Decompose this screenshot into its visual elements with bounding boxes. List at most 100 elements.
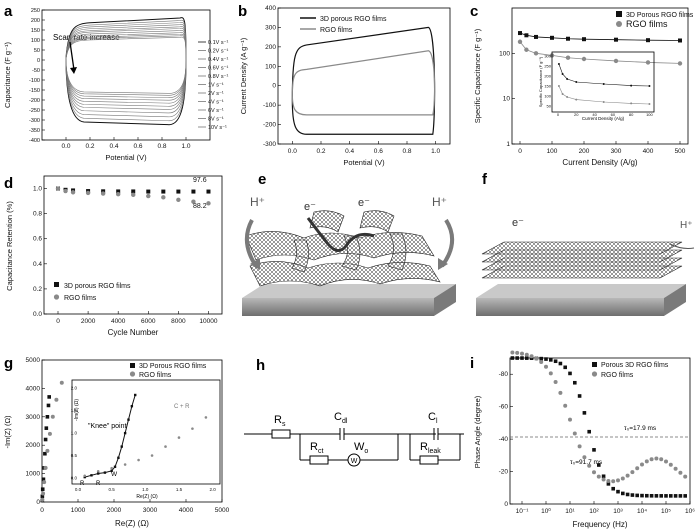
- data-point-i: [573, 380, 577, 385]
- x-tick-label-g: 0: [40, 507, 44, 514]
- data-point-g: [59, 380, 64, 385]
- data-point-d: [101, 189, 106, 194]
- ion-arrow-right: [440, 218, 454, 268]
- legend-entry-a: 8V s⁻¹: [208, 117, 224, 123]
- y-axis-label-i: Phase Angle (degree): [473, 395, 482, 468]
- x-tick-label-d: 4000: [111, 318, 126, 325]
- x-tick-label-d: 6000: [141, 318, 156, 325]
- data-point-g: [41, 477, 46, 482]
- y-tick-label-a: 100: [31, 38, 40, 44]
- data-point-g: [54, 397, 59, 402]
- data-point-i: [668, 462, 673, 467]
- y-tick-label-d: 0.6: [33, 236, 42, 243]
- data-point-i: [563, 365, 567, 370]
- legend-porous-b: 3D porous RGO films: [320, 16, 387, 23]
- y-tick-label-a: -150: [29, 88, 40, 94]
- inset-frame-c: [551, 51, 655, 113]
- x-tick-label-b: 0.2: [316, 148, 325, 155]
- inset-point-c: [648, 85, 651, 87]
- proton-label-left: H⁺: [250, 195, 265, 209]
- inset-x-tick-g: 1.5: [176, 487, 183, 492]
- electron-label-f: e⁻: [512, 217, 524, 229]
- data-point-g: [43, 437, 48, 442]
- label-rleak: Rleak: [420, 441, 441, 455]
- data-point-i: [525, 356, 529, 360]
- data-point-g: [46, 403, 51, 408]
- y-tick-label-d: 0.4: [33, 261, 42, 268]
- x-tick-label-a: 0.4: [109, 143, 118, 150]
- data-point-i: [601, 477, 606, 482]
- data-point-c: [582, 37, 586, 42]
- x-tick-label-i: 10⁶: [685, 508, 695, 515]
- chart-i: i Frequency (Hz) Phase Angle (degree) 10…: [470, 350, 695, 529]
- inset-point-c: [557, 63, 560, 65]
- data-point-c: [566, 36, 570, 41]
- data-label-97-6: 97.6: [193, 177, 207, 184]
- data-point-i: [645, 493, 649, 498]
- tau-annotation-porous: τ₀=17.9 ms: [624, 425, 657, 432]
- data-point-d: [115, 191, 121, 197]
- warburg-symbol: W: [351, 458, 358, 465]
- legend-porous-c: 3D Porous RGO films: [626, 12, 694, 19]
- inset-point-c: [566, 96, 569, 98]
- x-axis-label-c: Current Density (A/g): [562, 158, 637, 167]
- data-point-i: [577, 444, 582, 449]
- inset-point-c: [602, 101, 605, 103]
- data-point-d: [191, 199, 196, 204]
- inset-point-c: [602, 83, 605, 85]
- inset-ylabel-g: -Im(Z) (Ω): [74, 399, 80, 421]
- x-tick-label-i: 10²: [589, 508, 599, 515]
- plot-frame-d: [43, 175, 223, 315]
- inset-x-tick-c: 100: [646, 112, 653, 117]
- inset-point-c: [561, 73, 564, 75]
- data-point-d: [100, 191, 106, 196]
- panel-letter-c: c: [470, 3, 478, 20]
- y-tick-label-g: 2000: [26, 442, 41, 449]
- x-tick-label-d: 0: [56, 318, 60, 325]
- data-point-i: [568, 371, 572, 376]
- data-point-i: [673, 494, 678, 498]
- legend-swatch-porous-i: [592, 362, 597, 367]
- legend-entry-a: 4V s⁻¹: [208, 100, 224, 106]
- data-point-i: [539, 356, 543, 361]
- x-tick-label-b: 0.6: [374, 148, 383, 155]
- y-axis-label-c: Specific Capacitance (F g⁻¹): [473, 28, 482, 123]
- substrate-top-e: [242, 284, 456, 298]
- legend-swatch-porous-d: [54, 282, 59, 287]
- proton-label-right: H⁺: [432, 195, 447, 209]
- data-point-g: [42, 480, 47, 485]
- data-point-d: [176, 189, 181, 194]
- y-tick-label-b: 300: [265, 24, 276, 31]
- proton-label-f: H⁺: [680, 220, 693, 231]
- data-point-i: [577, 394, 582, 398]
- inset-xlabel-c: Current Density (A/g): [582, 116, 625, 121]
- knee-point-label: "Knee" point: [88, 423, 126, 430]
- data-point-i: [520, 356, 524, 360]
- y-tick-label-b: 0: [272, 83, 276, 90]
- data-point-i: [606, 482, 611, 486]
- inset-y-tick-c: 250: [544, 64, 551, 69]
- data-point-c: [581, 56, 587, 62]
- data-point-i: [553, 380, 558, 385]
- panel-i: i Frequency (Hz) Phase Angle (degree) 10…: [468, 350, 700, 530]
- x-axis-label-b: Potential (V): [343, 158, 385, 167]
- inset-point-g: [177, 436, 181, 439]
- data-point-i: [544, 364, 548, 369]
- circuit-wires: [244, 428, 464, 467]
- x-tick-label-b: 0.0: [288, 148, 297, 155]
- inset-point-g: [103, 471, 107, 474]
- data-point-d: [55, 186, 61, 191]
- data-point-i: [587, 429, 591, 434]
- data-point-d: [116, 189, 121, 194]
- cv-curve-b: [291, 50, 436, 116]
- schematic-e: e H⁺ H⁺ e⁻ e⁻: [242, 171, 456, 316]
- inset-point-c: [630, 102, 633, 105]
- data-point-d: [161, 195, 166, 200]
- y-tick-label-d: 0.2: [33, 286, 42, 293]
- x-axis-label-a: Potential (V): [105, 153, 147, 162]
- x-tick-label-i: 10³: [613, 508, 623, 515]
- inset-point-g: [130, 404, 134, 408]
- data-point-i: [592, 448, 596, 452]
- inset-point-g: [83, 474, 87, 478]
- x-tick-label-a: 1.0: [181, 143, 190, 150]
